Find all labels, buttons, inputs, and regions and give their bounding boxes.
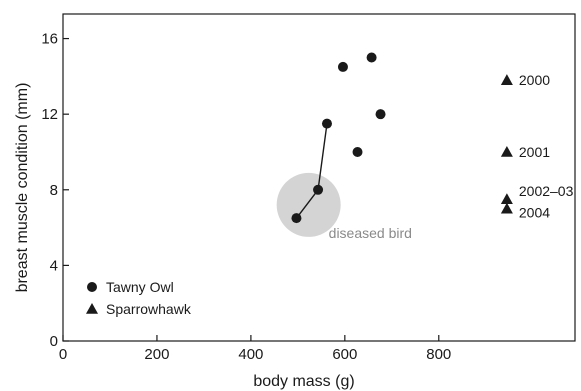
x-tick-label: 400 — [238, 346, 263, 363]
tawny-owl-point — [375, 109, 386, 120]
legend: Tawny Owl Sparrowhawk — [86, 279, 192, 317]
diseased-bird-label: diseased bird — [329, 225, 412, 241]
x-tick-label: 600 — [332, 346, 357, 363]
tawny-owl-point — [313, 184, 324, 195]
x-tick-label: 0 — [59, 346, 67, 363]
y-tick-label: 0 — [50, 333, 58, 350]
data-points — [291, 52, 513, 224]
y-axis-ticks: 0 4 8 12 16 — [41, 31, 69, 350]
legend-label-tawny-owl: Tawny Owl — [106, 279, 174, 295]
tawny-owl-point — [291, 213, 302, 224]
x-tick-label: 200 — [144, 346, 169, 363]
sparrowhawk-year-label: 2004 — [519, 205, 550, 221]
sparrowhawk-year-label: 2001 — [519, 144, 550, 160]
tawny-owl-point — [366, 52, 377, 63]
sparrowhawk-point — [500, 193, 513, 205]
sparrowhawk-point — [500, 74, 513, 85]
sparrowhawk-year-label: 2000 — [519, 72, 550, 88]
tawny-owl-point — [352, 146, 363, 157]
sparrowhawk-point — [500, 202, 513, 214]
y-tick-label: 8 — [50, 182, 58, 199]
point-annotations: 2000 2001 2002–03 2004 — [519, 72, 574, 221]
tawny-owl-point — [321, 118, 332, 129]
y-tick-label: 16 — [41, 31, 58, 48]
sparrowhawk-year-label: 2002–03 — [519, 183, 574, 199]
legend-label-sparrowhawk: Sparrowhawk — [106, 301, 192, 317]
y-axis-label: breast muscle condition (mm) — [14, 83, 31, 293]
x-tick-label: 800 — [426, 346, 451, 363]
axes — [62, 13, 576, 342]
legend-marker-sparrowhawk — [86, 303, 98, 314]
x-axis-ticks: 0 200 400 600 800 — [59, 335, 451, 363]
sparrowhawk-point — [500, 145, 513, 157]
x-axis-label: body mass (g) — [253, 373, 354, 390]
y-tick-label: 12 — [41, 106, 58, 123]
tawny-owl-point — [337, 61, 348, 72]
legend-marker-tawny-owl — [87, 282, 97, 292]
y-tick-label: 4 — [50, 257, 58, 274]
plot-frame — [62, 13, 576, 342]
